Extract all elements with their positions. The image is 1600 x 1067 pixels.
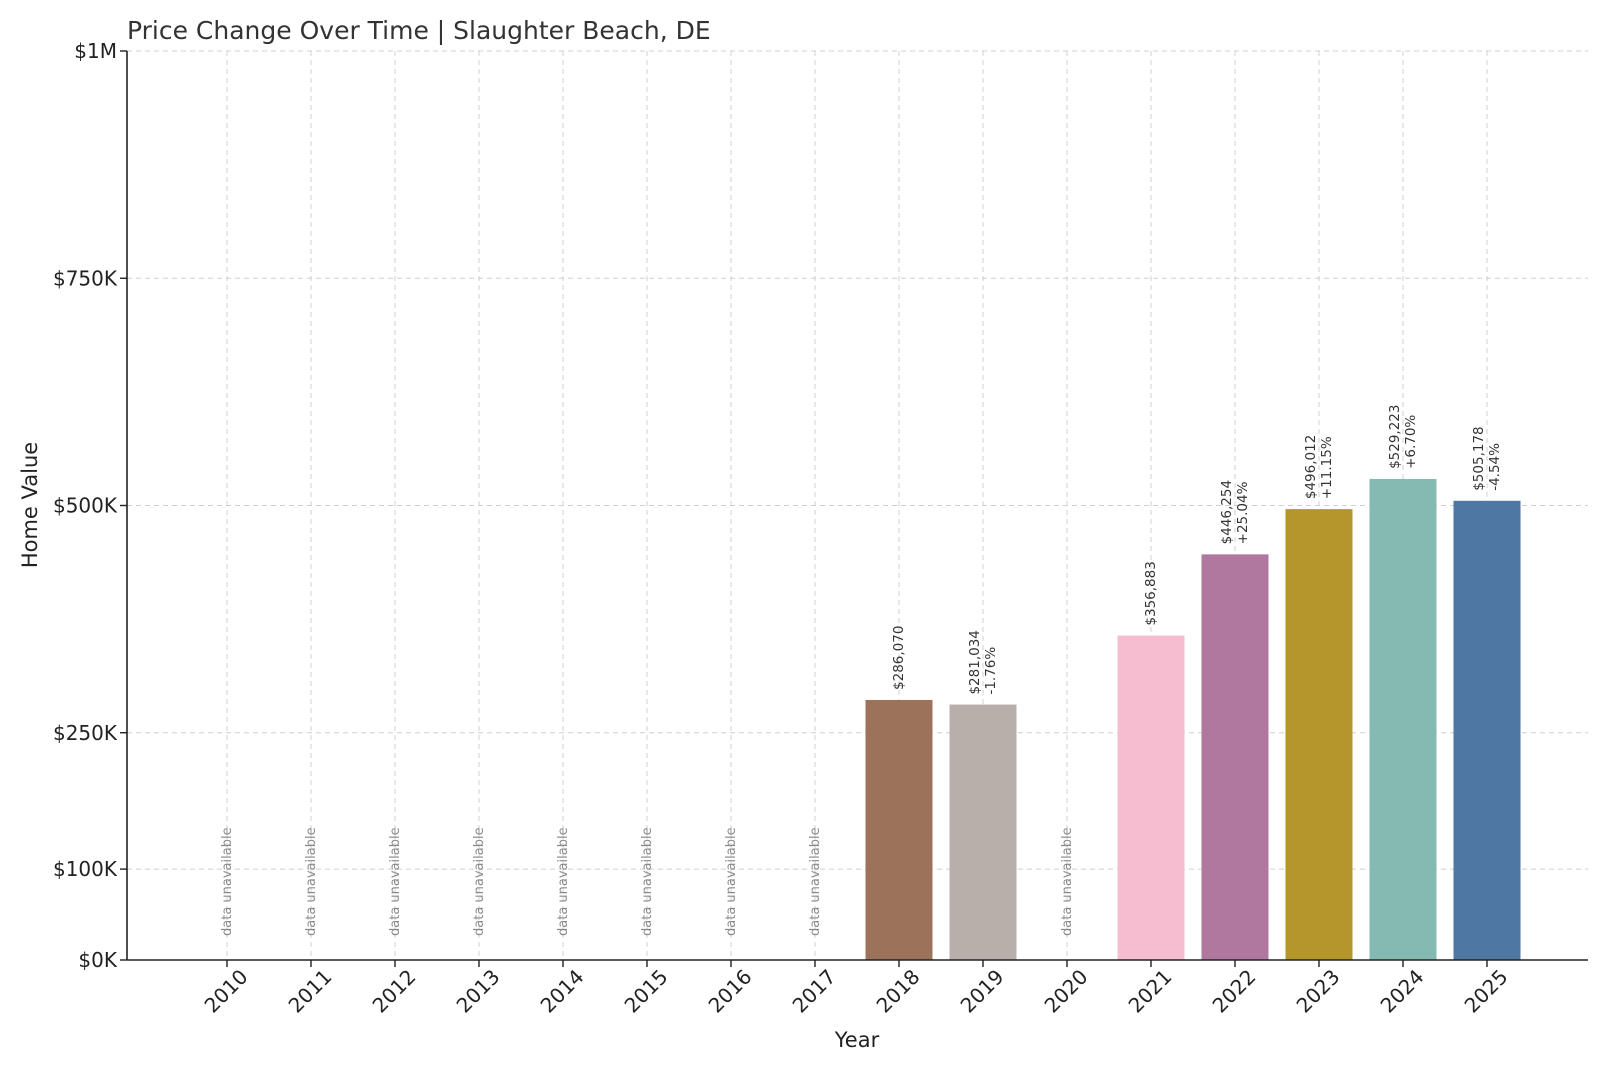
- data-unavailable-label: data unavailable: [808, 827, 823, 936]
- bar-change-label: +25.04%: [1235, 481, 1251, 544]
- bar-value-label: $505,178: [1471, 426, 1487, 490]
- y-tick-label: $500K: [53, 494, 118, 518]
- bar-2019: [949, 704, 1017, 960]
- data-unavailable-label: data unavailable: [556, 827, 571, 936]
- bar-value-label: $281,034: [967, 630, 983, 694]
- y-axis-ticks: $0K $100K $250K $500K $750K $1M: [53, 39, 127, 972]
- y-tick-label: $750K: [53, 266, 118, 290]
- x-tick-label: 2011: [284, 965, 337, 1018]
- x-tick-label: 2022: [1208, 965, 1261, 1018]
- bar-2025: [1453, 500, 1521, 960]
- data-unavailable-label: data unavailable: [472, 827, 487, 936]
- y-tick-label: $0K: [78, 948, 117, 972]
- x-tick-label: 2012: [368, 965, 421, 1018]
- bar-2018: [865, 699, 933, 960]
- y-tick-label: $100K: [53, 857, 118, 881]
- bar-2023: [1285, 509, 1353, 960]
- y-tick-label: $250K: [53, 721, 118, 745]
- labels-layer: data unavailable data unavailable data una…: [220, 405, 1503, 936]
- bars-layer: [865, 478, 1521, 960]
- data-unavailable-label: data unavailable: [640, 827, 655, 936]
- bar-value-label: $529,223: [1387, 405, 1403, 469]
- data-unavailable-label: data unavailable: [1060, 827, 1075, 936]
- bar-2022: [1201, 554, 1269, 960]
- y-tick-label: $1M: [74, 39, 117, 63]
- x-tick-label: 2017: [788, 965, 841, 1018]
- bar-change-label: +6.70%: [1403, 415, 1419, 469]
- bar-value-label: $286,070: [891, 626, 907, 690]
- bar-2021: [1117, 635, 1185, 960]
- bar-value-label: $356,883: [1143, 561, 1159, 625]
- x-tick-label: 2018: [872, 965, 925, 1018]
- bar-2024: [1369, 478, 1437, 960]
- x-tick-label: 2016: [704, 965, 757, 1018]
- x-tick-label: 2015: [620, 965, 673, 1018]
- chart-title: Price Change Over Time | Slaughter Beach…: [127, 16, 711, 45]
- data-unavailable-label: data unavailable: [304, 827, 319, 936]
- x-tick-label: 2013: [452, 965, 505, 1018]
- x-tick-label: 2014: [536, 965, 589, 1018]
- x-tick-label: 2020: [1040, 965, 1093, 1018]
- grid-layer: [127, 50, 1588, 960]
- x-tick-label: 2023: [1292, 965, 1345, 1018]
- x-axis-ticks: 2010 2011 2012 2013 2014 2015 2016 2017 2018 2019…: [200, 960, 1513, 1018]
- x-tick-label: 2025: [1460, 965, 1513, 1018]
- data-unavailable-label: data unavailable: [220, 827, 235, 936]
- y-axis-label: Home Value: [18, 442, 42, 568]
- x-tick-label: 2010: [200, 965, 253, 1018]
- x-axis-label: Year: [834, 1028, 880, 1052]
- bar-change-label: +11.15%: [1319, 436, 1335, 499]
- data-unavailable-label: data unavailable: [724, 827, 739, 936]
- bar-value-label: $446,254: [1219, 480, 1235, 544]
- bar-value-label: $496,012: [1303, 435, 1319, 499]
- x-tick-label: 2021: [1124, 965, 1177, 1018]
- x-tick-label: 2019: [956, 965, 1009, 1018]
- bar-change-label: -1.76%: [983, 647, 999, 695]
- bar-change-label: -4.54%: [1487, 443, 1503, 491]
- x-tick-label: 2024: [1376, 965, 1429, 1018]
- data-unavailable-label: data unavailable: [388, 827, 403, 936]
